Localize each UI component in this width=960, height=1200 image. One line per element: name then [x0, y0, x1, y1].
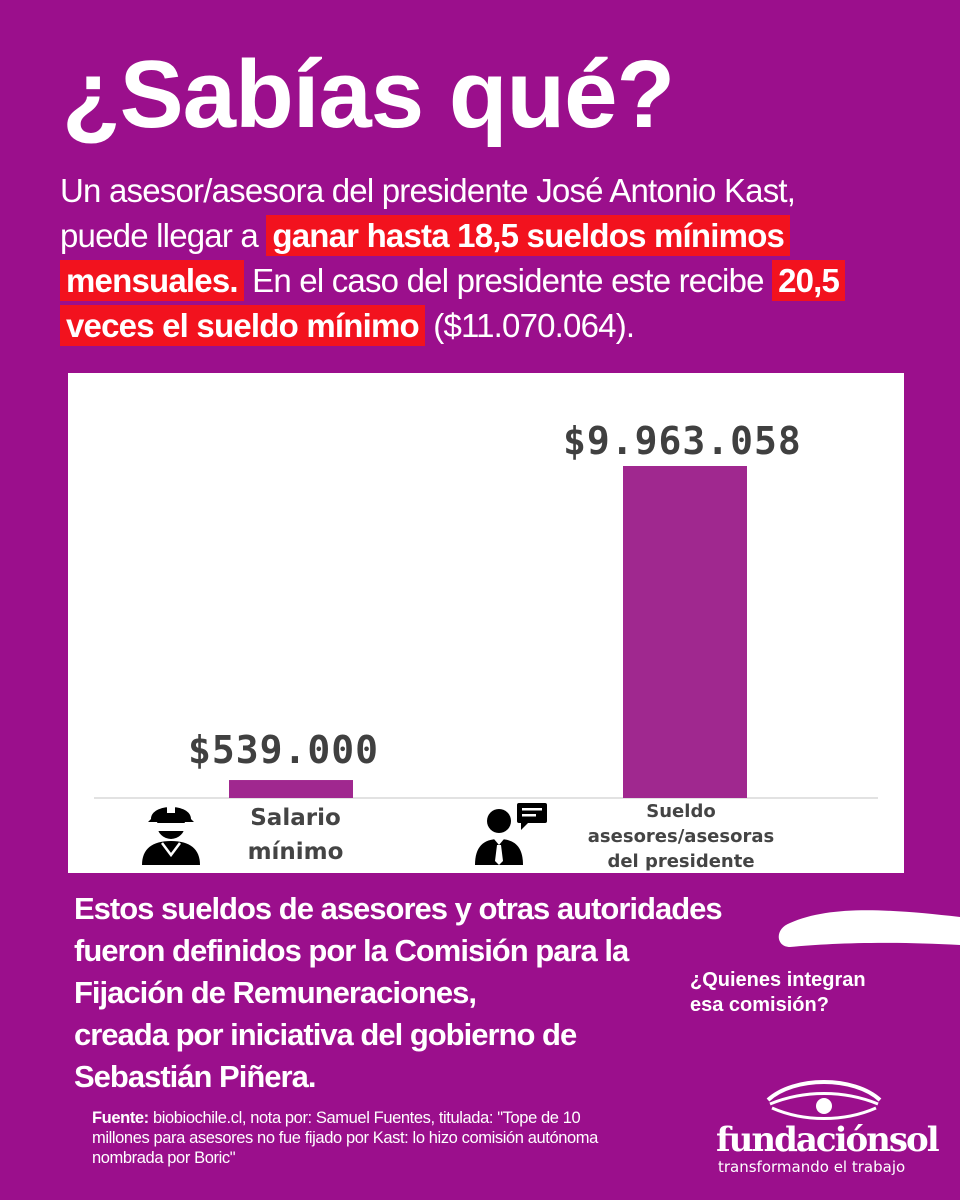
category-label-0: Salario mínimo: [247, 805, 344, 865]
chart-canvas: [94, 466, 878, 799]
source-label: Fuente:: [92, 1109, 149, 1127]
advisor-icon: [475, 803, 547, 865]
intro-paragraph: Un asesor/asesora del presidente José An…: [60, 168, 860, 348]
bar-1: [623, 466, 747, 798]
worker-icon: [142, 803, 200, 865]
bar-value-label-0: $539.000: [188, 728, 380, 772]
source-note: Fuente: biobiochile.cl, nota por: Samuel…: [92, 1108, 632, 1168]
category-label-1: Sueldo asesores/asesoras del presidente: [587, 801, 775, 872]
intro-text-3: ($11.070.064).: [424, 307, 635, 344]
intro-text-2: En el caso del presidente este recibe: [243, 262, 773, 299]
decorative-swoosh: [778, 910, 960, 947]
eye-logo-icon: [766, 1080, 882, 1120]
body-line-5: Sebastián Piñera.: [74, 1059, 316, 1094]
body-line-3: Fijación de Remuneraciones,: [74, 975, 477, 1010]
body-line-4: creada por iniciativa del gobierno de: [74, 1017, 577, 1052]
bar-value-label-1: $9.963.058: [563, 419, 802, 463]
bar-0: [229, 780, 353, 798]
logo-tagline: transformando el trabajo: [718, 1158, 906, 1176]
body-line-1: Estos sueldos de asesores y otras autori…: [74, 891, 723, 926]
source-text: biobiochile.cl, nota por: Samuel Fuentes…: [92, 1109, 598, 1167]
body-line-2: fueron definidos por la Comisión para la: [74, 933, 629, 968]
body-paragraph: Estos sueldos de asesores y otras autori…: [74, 888, 794, 1098]
intro-text-1: Un asesor/asesora del presidente José An…: [60, 172, 796, 254]
commission-question: ¿Quienes integran esa comisión?: [690, 969, 866, 1016]
page-title: ¿Sabías qué?: [62, 41, 675, 148]
logo-name: fundaciónsol: [716, 1120, 940, 1160]
bar-chart: $539.000 $9.963.058 Salario mínimo Sueld…: [68, 373, 904, 873]
